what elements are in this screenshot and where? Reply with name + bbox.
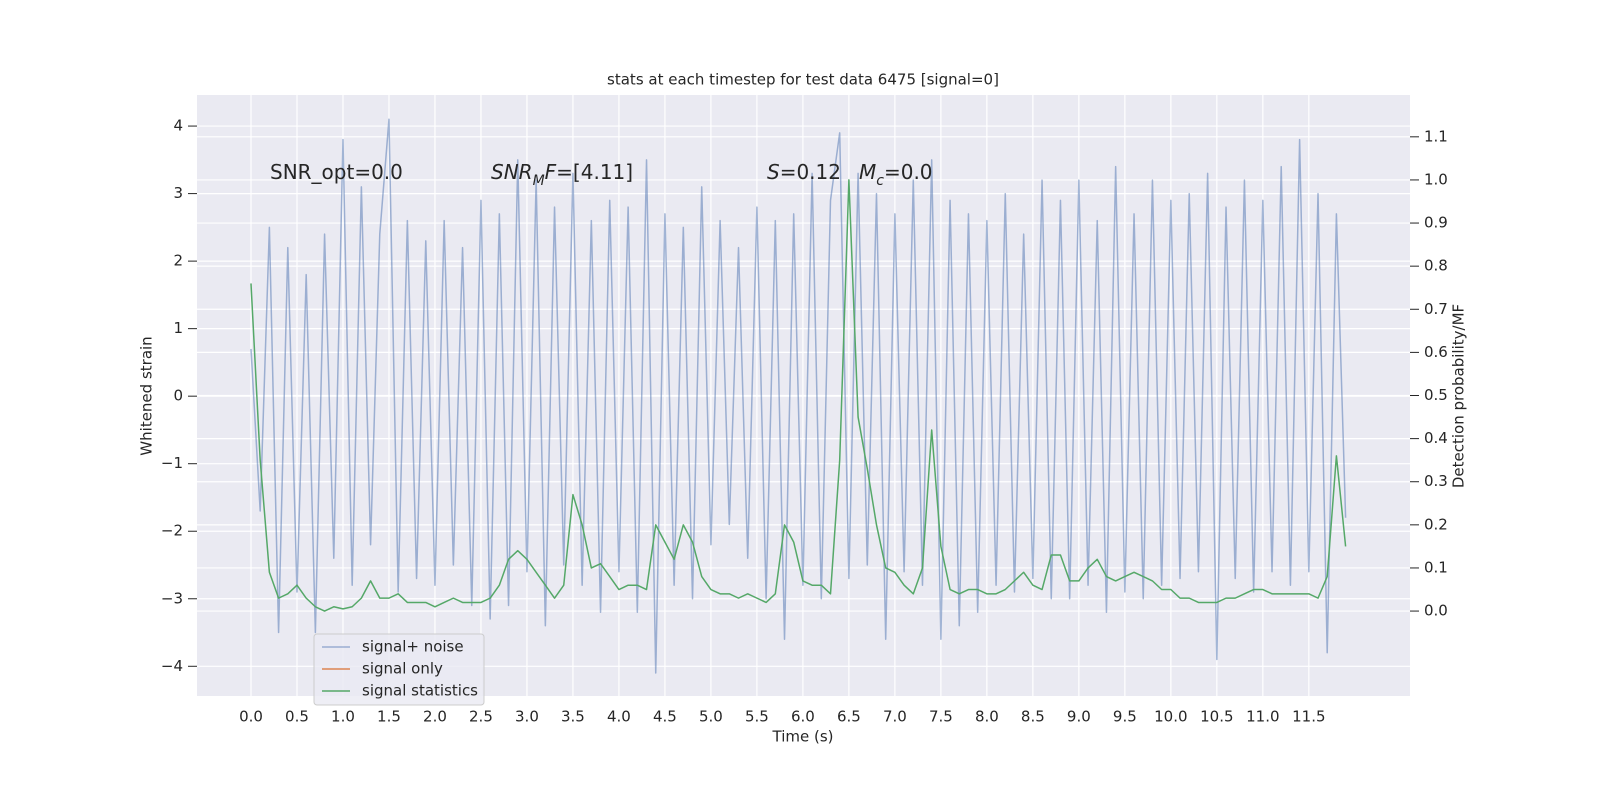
annotation: SNR_opt=0.0 bbox=[270, 160, 403, 184]
y-tick-label: −2 bbox=[161, 522, 183, 540]
x-tick-label: 11.5 bbox=[1292, 708, 1325, 726]
legend-label: signal statistics bbox=[362, 682, 478, 700]
annotation-part: S bbox=[767, 160, 780, 184]
x-tick-label: 9.5 bbox=[1113, 708, 1137, 726]
x-tick-label: 0.5 bbox=[285, 708, 309, 726]
annotation-part: SNR_opt=0.0 bbox=[270, 160, 403, 184]
annotation-part: =0.0 bbox=[884, 160, 933, 184]
y2-tick-label: 1.1 bbox=[1424, 127, 1448, 145]
y-tick-label: −3 bbox=[161, 589, 183, 607]
x-tick-label: 5.0 bbox=[699, 708, 723, 726]
x-tick-label: 3.5 bbox=[561, 708, 585, 726]
annotation-part: SNR bbox=[491, 160, 533, 184]
x-tick-label: 6.0 bbox=[791, 708, 815, 726]
series-line bbox=[250, 118, 1347, 674]
x-tick-label: 5.5 bbox=[745, 708, 769, 726]
y-tick-label: 1 bbox=[173, 319, 183, 337]
x-tick-label: 1.5 bbox=[377, 708, 401, 726]
y2-tick-label: 0.2 bbox=[1424, 515, 1448, 533]
annotation: Mc=0.0 bbox=[859, 160, 933, 190]
x-tick-label: 8.5 bbox=[1021, 708, 1045, 726]
x-tick-label: 4.5 bbox=[653, 708, 677, 726]
x-axis-label: Time (s) bbox=[772, 728, 834, 746]
y-tick-label: 3 bbox=[173, 184, 183, 202]
y2-tick-label: 0.7 bbox=[1424, 300, 1448, 318]
y-tick-label: −1 bbox=[161, 454, 183, 472]
x-tick-label: 2.5 bbox=[469, 708, 493, 726]
x-tick-label: 1.0 bbox=[331, 708, 355, 726]
annotation-part: =0.12 bbox=[780, 160, 841, 184]
x-tick-label: 4.0 bbox=[607, 708, 631, 726]
y2-tick-label: 0.4 bbox=[1424, 429, 1448, 447]
annotation: S=0.12 bbox=[767, 160, 841, 184]
x-tick-label: 10.5 bbox=[1200, 708, 1233, 726]
x-tick-label: 7.0 bbox=[883, 708, 907, 726]
x-tick-label: 7.5 bbox=[929, 708, 953, 726]
y2-tick-label: 0.9 bbox=[1424, 214, 1448, 232]
y2-tick-label: 0.1 bbox=[1424, 558, 1448, 576]
annotation-part: =[4.11] bbox=[556, 160, 633, 184]
y2-tick-label: 1.0 bbox=[1424, 170, 1448, 188]
annotation: SNRMF=[4.11] bbox=[491, 160, 633, 190]
annotation-part: M bbox=[533, 173, 545, 189]
x-tick-label: 8.0 bbox=[975, 708, 999, 726]
y-axis-label: Whitened strain bbox=[138, 336, 156, 455]
chart-title: stats at each timestep for test data 647… bbox=[607, 71, 999, 89]
x-tick-label: 0.0 bbox=[239, 708, 263, 726]
y2-axis-label: Detection probability/MF bbox=[1450, 304, 1468, 488]
legend-label: signal only bbox=[362, 660, 443, 678]
legend-box bbox=[313, 633, 485, 706]
y-tick-label: 0 bbox=[173, 387, 183, 405]
y2-tick-label: 0.3 bbox=[1424, 472, 1448, 490]
x-tick-label: 2.0 bbox=[423, 708, 447, 726]
annotation-part: c bbox=[876, 173, 884, 189]
annotation-part: F bbox=[545, 160, 557, 184]
y2-tick-label: 0.6 bbox=[1424, 343, 1448, 361]
x-tick-label: 11.0 bbox=[1246, 708, 1279, 726]
y2-tick-label: 0.0 bbox=[1424, 602, 1448, 620]
annotation-part: M bbox=[859, 160, 876, 184]
legend-label: signal+ noise bbox=[362, 638, 464, 656]
x-tick-label: 10.0 bbox=[1154, 708, 1187, 726]
y-tick-label: 2 bbox=[173, 252, 183, 270]
x-tick-label: 3.0 bbox=[515, 708, 539, 726]
y2-tick-label: 0.5 bbox=[1424, 386, 1448, 404]
x-tick-label: 6.5 bbox=[837, 708, 861, 726]
y-tick-label: 4 bbox=[173, 117, 183, 135]
series-line bbox=[250, 179, 1347, 612]
y2-tick-label: 0.8 bbox=[1424, 257, 1448, 275]
x-tick-label: 9.0 bbox=[1067, 708, 1091, 726]
y-tick-label: −4 bbox=[161, 657, 183, 675]
